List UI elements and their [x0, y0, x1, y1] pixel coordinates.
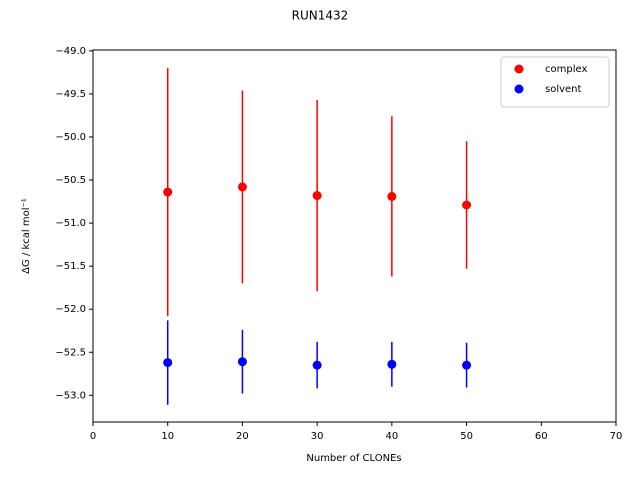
y-tick-label: −53.0 — [55, 390, 86, 401]
legend-marker — [514, 64, 524, 74]
y-tick-label: −49.0 — [55, 46, 86, 57]
x-tick-label: 60 — [535, 431, 548, 442]
legend-box — [500, 56, 610, 108]
x-tick-label: 30 — [311, 431, 324, 442]
x-axis-label: Number of CLONEs — [306, 453, 401, 464]
y-tick-label: −50.0 — [55, 132, 86, 143]
point — [462, 200, 472, 210]
point — [312, 191, 322, 201]
y-tick-label: −50.5 — [55, 175, 86, 186]
x-tick-label: 70 — [610, 431, 623, 442]
x-tick-label: 50 — [460, 431, 473, 442]
legend-label: complex — [545, 64, 587, 75]
y-tick-label: −51.5 — [55, 261, 86, 272]
plot-frame — [92, 49, 617, 423]
point — [237, 357, 247, 367]
point — [387, 359, 397, 369]
point — [163, 187, 173, 197]
x-tick-label: 20 — [236, 431, 249, 442]
legend-marker — [514, 84, 524, 94]
y-tick-label: −51.0 — [55, 218, 86, 229]
point — [163, 358, 173, 368]
point — [387, 191, 397, 201]
y-tick-label: −49.5 — [55, 89, 86, 100]
y-tick-label: −52.0 — [55, 304, 86, 315]
x-tick-label: 40 — [385, 431, 398, 442]
chart-title: RUN1432 — [292, 9, 349, 23]
x-tick-label: 0 — [90, 431, 96, 442]
y-axis-label: ΔG / kcal mol⁻¹ — [21, 198, 32, 274]
y-tick-label: −52.5 — [55, 347, 86, 358]
point — [312, 360, 322, 370]
legend-label: solvent — [545, 84, 582, 95]
x-tick-label: 10 — [161, 431, 174, 442]
point — [462, 360, 472, 370]
point — [237, 182, 247, 192]
